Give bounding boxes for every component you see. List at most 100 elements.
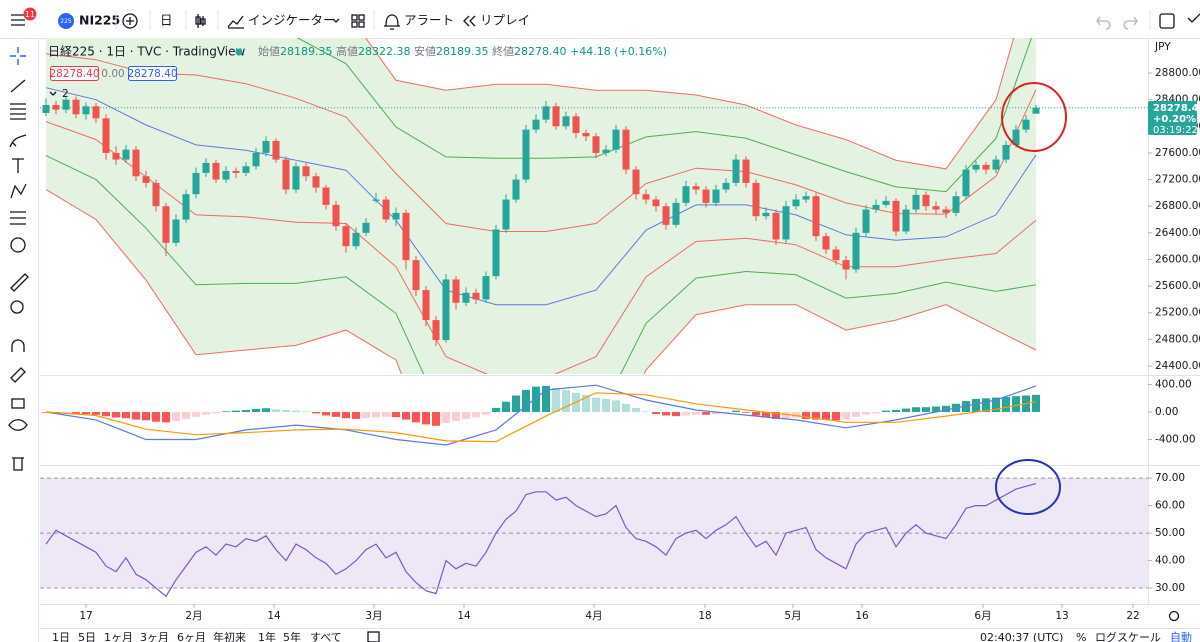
candle-body	[332, 204, 340, 227]
goto-date[interactable]	[367, 631, 380, 642]
range-button[interactable]: 1年	[258, 630, 276, 642]
magnet-tool[interactable]	[11, 339, 25, 352]
crosshair-tool[interactable]	[10, 47, 26, 65]
icon-tool[interactable]	[10, 237, 26, 253]
pattern-tool[interactable]	[10, 183, 27, 199]
prediction-tool[interactable]	[10, 211, 26, 225]
templates-button-part[interactable]	[358, 14, 365, 21]
candle-body	[122, 149, 130, 160]
rsi-pane	[40, 477, 1148, 598]
templates-button-part[interactable]	[358, 21, 365, 28]
x-tick-label: 14	[457, 610, 471, 622]
candle-body	[382, 199, 390, 220]
indicators-button-part[interactable]	[332, 18, 340, 23]
auto-toggle[interactable]: 自動	[1170, 630, 1192, 642]
alert-button[interactable]: アラート	[384, 13, 454, 30]
axes: 24400.00 24800.00 25200.00 25600.00 26000.00…	[79, 67, 1200, 622]
log-toggle[interactable]: ログスケール	[1095, 630, 1161, 642]
x-tick-label: 14	[267, 610, 281, 622]
hide-tool[interactable]	[8, 419, 28, 431]
collapse[interactable]	[49, 91, 57, 96]
settings-button[interactable]	[1168, 610, 1180, 622]
range-button[interactable]: 5日	[78, 631, 96, 642]
range-button[interactable]: 6ヶ月	[177, 631, 206, 642]
layout-button[interactable]	[1159, 13, 1175, 29]
macd-histogram-bar	[402, 412, 410, 420]
chart-type-button[interactable]	[195, 14, 206, 28]
band-line	[365, 38, 1015, 170]
y-tick-label: 50.00	[1155, 527, 1185, 539]
range-button[interactable]: 1日	[52, 631, 70, 642]
candle-body	[1002, 144, 1010, 160]
macd-histogram-bar	[362, 412, 370, 419]
percent-toggle[interactable]: %	[1076, 631, 1086, 642]
indicators-button-part[interactable]	[227, 15, 244, 29]
sell-box[interactable]	[50, 66, 99, 81]
replay-button-part[interactable]	[463, 15, 476, 27]
currency[interactable]: JPY	[1154, 41, 1171, 53]
templates-button-part[interactable]	[351, 14, 358, 21]
band-line	[45, 121, 1037, 374]
menu-button-part[interactable]	[23, 7, 37, 21]
undo-redo-part[interactable]	[1123, 16, 1138, 30]
indicator-count: 2	[62, 88, 69, 100]
macd-histogram-bar	[472, 412, 480, 418]
templates-button-part[interactable]	[351, 21, 358, 28]
range-button[interactable]: 1ヶ月	[104, 631, 133, 642]
macd-histogram-bar	[692, 412, 700, 415]
buy-box[interactable]	[128, 66, 177, 81]
label: 終値	[492, 44, 514, 58]
lock-draw-tool[interactable]	[10, 367, 26, 383]
y-tick-label: 40.00	[1155, 555, 1185, 567]
y-tick-label: -400.00	[1155, 434, 1196, 446]
y-tick-label: 30.00	[1155, 582, 1185, 594]
macd-histogram-bar	[832, 412, 840, 421]
line-tool[interactable]	[10, 79, 26, 93]
menu-button-part[interactable]	[11, 14, 25, 26]
text-tool[interactable]	[12, 158, 24, 173]
candle-body	[922, 194, 930, 207]
fib-tool[interactable]	[10, 103, 26, 120]
compare-button[interactable]	[122, 13, 138, 29]
range-button[interactable]: 3ヶ月	[140, 631, 169, 642]
macd-histogram-bar	[1012, 396, 1020, 413]
alert-button-part[interactable]	[384, 14, 400, 30]
zoom-tool[interactable]	[10, 300, 24, 314]
undo-redo-part[interactable]	[1096, 16, 1111, 30]
macd-histogram-bar	[272, 409, 280, 413]
chart-type-button-part[interactable]	[195, 14, 206, 28]
macd-histogram-bar	[602, 398, 610, 413]
templates-button[interactable]	[351, 14, 365, 28]
save-button[interactable]	[1187, 13, 1200, 23]
candle-body	[202, 162, 210, 173]
candle-body	[142, 176, 150, 183]
range-button[interactable]: 5年	[283, 630, 301, 642]
candle-body	[402, 212, 410, 261]
candle-body	[792, 199, 800, 207]
compare-button-part[interactable]	[126, 17, 134, 25]
macd-histogram-bar	[742, 412, 750, 413]
macd-histogram-bar	[942, 405, 950, 413]
range-button[interactable]: 年初来	[213, 630, 246, 642]
band-line	[45, 53, 1037, 232]
interval[interactable]: 日	[160, 13, 173, 28]
macd-histogram-bar	[82, 412, 90, 415]
symbol-button[interactable]: 225 NI225	[58, 13, 120, 30]
symbol-button-part[interactable]	[58, 13, 74, 29]
replay-button[interactable]: リプレイ	[463, 13, 530, 28]
brush-tool[interactable]	[9, 134, 27, 148]
indicators-button[interactable]: インジケーター	[227, 13, 340, 29]
candle-body	[732, 159, 740, 183]
undo-redo[interactable]	[1096, 16, 1138, 30]
delete-tool[interactable]	[12, 457, 24, 471]
range-button[interactable]: すべて	[310, 631, 342, 642]
candle-body	[692, 186, 700, 190]
lock-tool[interactable]	[11, 398, 25, 409]
menu-button[interactable]: 11	[11, 7, 37, 26]
ruler-tool[interactable]	[10, 273, 29, 292]
badge-bg	[1148, 101, 1197, 135]
compare-button-part[interactable]	[122, 13, 138, 29]
macd-histogram-bar	[762, 412, 770, 418]
badge: 11	[25, 10, 35, 19]
candle-body	[82, 106, 90, 115]
